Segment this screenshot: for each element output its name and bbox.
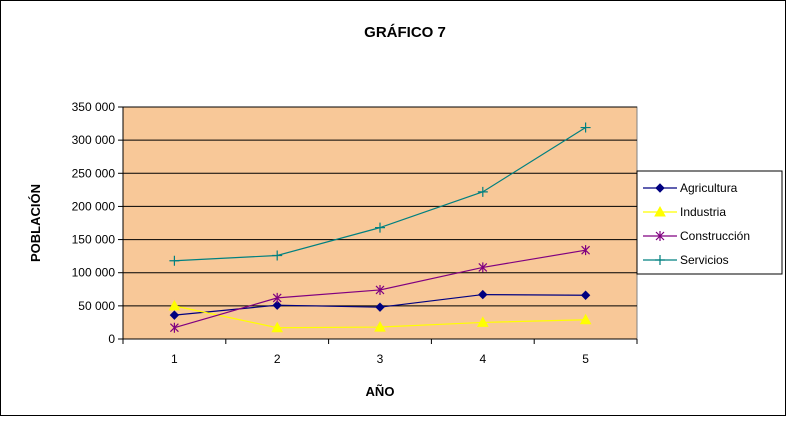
data-point bbox=[374, 321, 386, 332]
series-lines bbox=[168, 122, 592, 333]
y-tick-label: 350 000 bbox=[72, 100, 116, 114]
legend-label: Construcción bbox=[680, 229, 750, 243]
x-tick-label: 3 bbox=[377, 352, 384, 366]
x-tick-label: 5 bbox=[582, 352, 589, 366]
legend-marker bbox=[655, 255, 665, 265]
y-tick-label: 150 000 bbox=[72, 233, 116, 247]
y-axis-ticks: 0 50 000 100 000 150 000 200 000 250 000 300 0… bbox=[72, 100, 123, 346]
y-tick-label: 250 000 bbox=[72, 166, 116, 180]
legend-entry: Servicios bbox=[643, 253, 729, 267]
grid-lines bbox=[123, 106, 637, 307]
chart-title: GRÁFICO 7 bbox=[364, 24, 446, 41]
legend-entry: Agricultura bbox=[643, 181, 738, 195]
x-axis-ticks: 1 2 3 4 5 bbox=[122, 339, 638, 366]
y-tick-label: 50 000 bbox=[78, 299, 115, 313]
legend-label: Industria bbox=[680, 205, 726, 219]
data-point bbox=[272, 250, 283, 261]
y-tick-label: 100 000 bbox=[72, 266, 116, 280]
legend: Agricultura Industria Construcción Servicio… bbox=[643, 181, 750, 267]
data-point bbox=[375, 222, 385, 233]
data-point bbox=[169, 322, 179, 333]
data-point bbox=[478, 262, 488, 273]
legend-marker bbox=[655, 183, 665, 193]
data-point bbox=[375, 284, 385, 295]
legend-marker bbox=[654, 205, 666, 217]
legend-entry: Construcción bbox=[643, 229, 750, 243]
x-tick-label: 2 bbox=[274, 352, 281, 366]
y-tick-label: 200 000 bbox=[72, 199, 116, 213]
data-point bbox=[272, 292, 282, 303]
x-tick-label: 4 bbox=[479, 352, 486, 366]
data-point bbox=[271, 321, 284, 333]
axes bbox=[122, 107, 637, 340]
data-point bbox=[580, 290, 591, 300]
series-construcción bbox=[169, 245, 591, 333]
data-point bbox=[579, 313, 592, 325]
series-agricultura bbox=[169, 289, 591, 320]
legend-label: Servicios bbox=[680, 253, 729, 267]
legend-marker bbox=[655, 231, 665, 241]
legend-entry: Industria bbox=[643, 205, 726, 219]
x-tick-label: 1 bbox=[171, 352, 178, 366]
y-tick-label: 0 bbox=[108, 332, 115, 346]
data-point bbox=[580, 122, 591, 133]
data-point bbox=[375, 302, 385, 312]
data-point bbox=[477, 186, 488, 197]
series-servicios bbox=[169, 122, 591, 266]
data-point bbox=[168, 299, 181, 311]
data-point bbox=[169, 255, 180, 266]
data-point bbox=[272, 300, 282, 310]
y-axis-label: POBLACIÓN bbox=[28, 184, 43, 262]
y-tick-label: 300 000 bbox=[72, 133, 116, 147]
data-point bbox=[478, 289, 488, 300]
series-industria bbox=[168, 299, 592, 333]
legend-label: Agricultura bbox=[680, 181, 738, 195]
x-axis-label: AÑO bbox=[366, 384, 395, 399]
data-point bbox=[476, 316, 489, 327]
data-point bbox=[581, 245, 591, 256]
data-point bbox=[169, 310, 180, 320]
